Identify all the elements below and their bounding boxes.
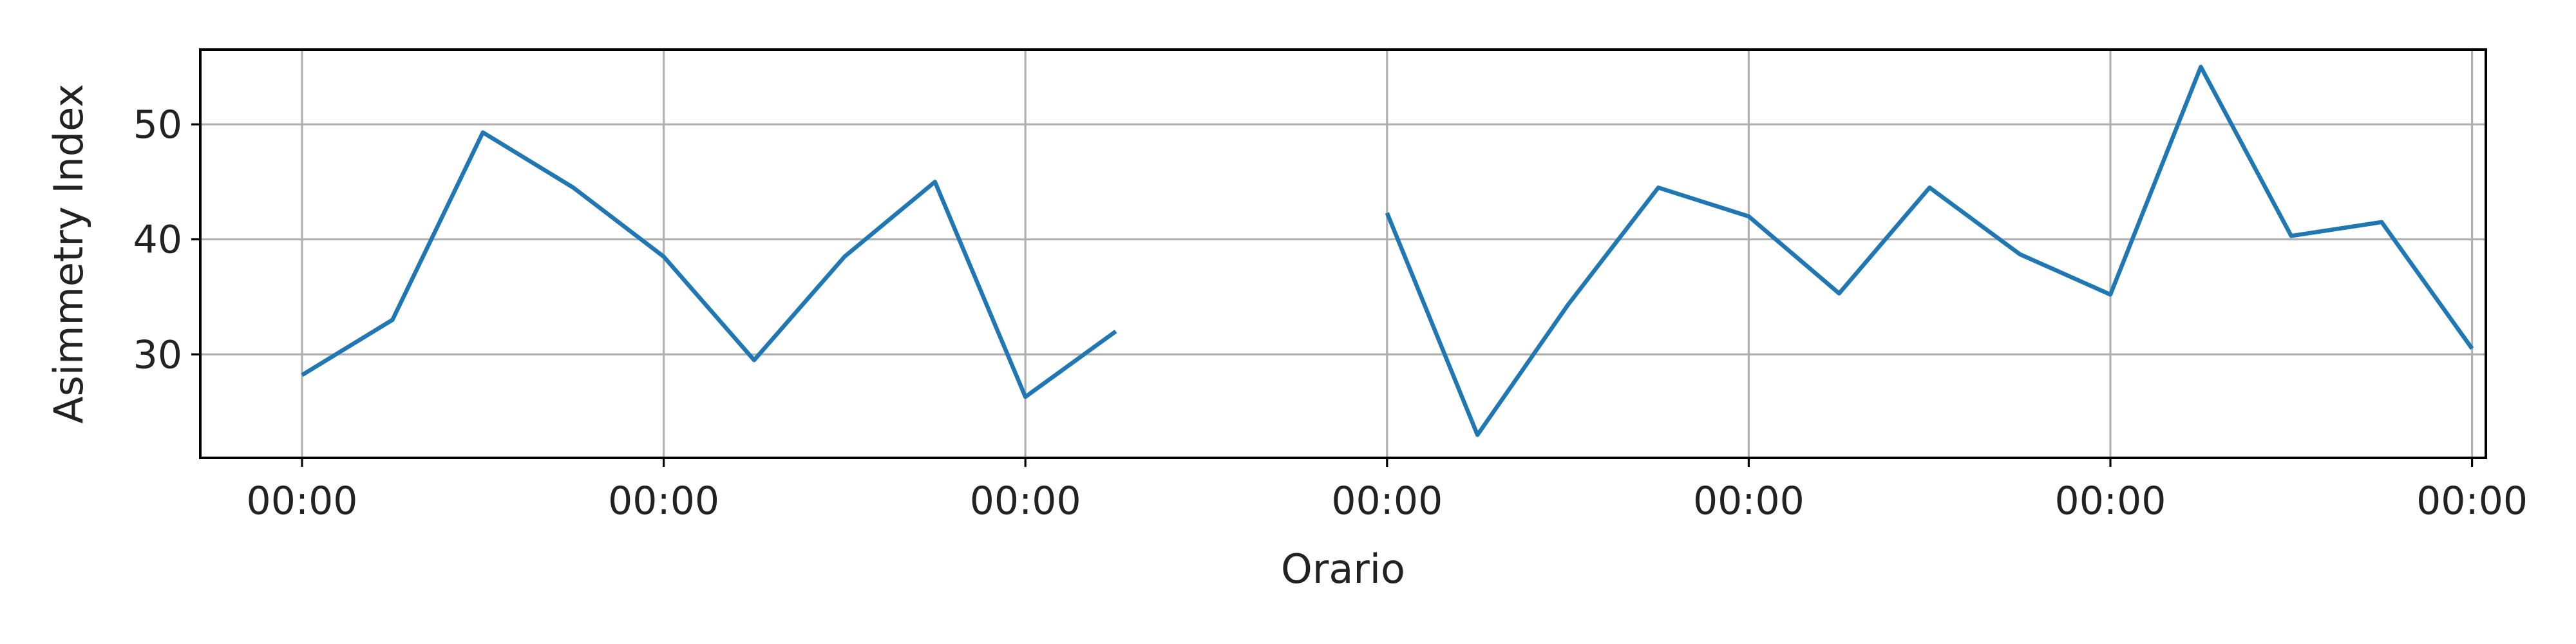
x-tick-label: 00:00 xyxy=(970,478,1081,524)
x-tick-label: 00:00 xyxy=(1693,478,1804,524)
x-tick-label: 00:00 xyxy=(2055,478,2166,524)
y-axis-label: Asimmetry Index xyxy=(45,84,92,424)
y-tick-label: 50 xyxy=(133,102,182,147)
grid xyxy=(200,50,2486,458)
x-tick-label: 00:00 xyxy=(1331,478,1443,524)
x-tick-label: 00:00 xyxy=(247,478,358,524)
series-line xyxy=(301,130,1117,399)
series-line-group xyxy=(301,64,2474,437)
x-axis-ticks: 00:00 00:00 00:00 00:00 00:00 00:00 00:00 xyxy=(247,458,2528,524)
x-tick-label: 00:00 xyxy=(2416,478,2528,524)
y-axis-ticks: 30 40 50 xyxy=(133,102,200,377)
y-tick-label: 40 xyxy=(133,218,182,263)
series-line xyxy=(1385,64,2474,437)
y-tick-label: 30 xyxy=(133,332,182,377)
x-tick-label: 00:00 xyxy=(608,478,719,524)
plot-area-frame xyxy=(199,48,2487,459)
x-axis-label: Orario xyxy=(1281,545,1405,592)
